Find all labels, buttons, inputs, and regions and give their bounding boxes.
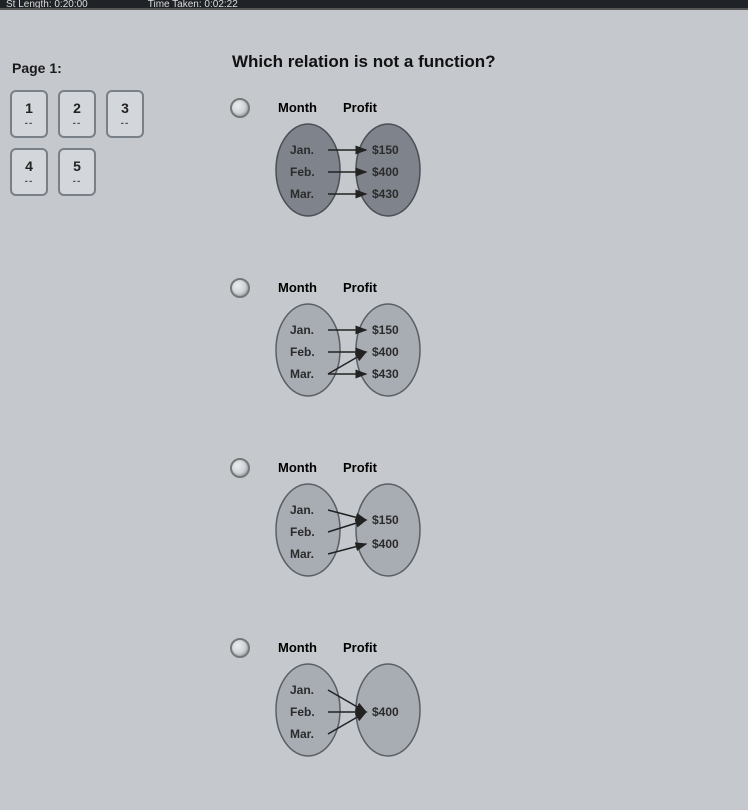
svg-text:$430: $430	[372, 367, 399, 381]
svg-text:$400: $400	[372, 345, 399, 359]
column-headers: Month Profit	[278, 640, 377, 655]
svg-text:Mar.: Mar.	[290, 547, 314, 561]
option-1: Month Profit Jan. Feb. Mar. $150 $400 $430	[230, 90, 650, 230]
svg-text:$400: $400	[372, 165, 399, 179]
mapping-diagram: Jan. Feb. Mar. $150 $400 $430	[274, 122, 434, 222]
svg-text:$400: $400	[372, 537, 399, 551]
status-right: Time Taken: 0:02:22	[148, 0, 238, 10]
page-button-2[interactable]: 2--	[58, 90, 96, 138]
svg-text:$150: $150	[372, 143, 399, 157]
svg-text:Mar.: Mar.	[290, 727, 314, 741]
svg-text:$150: $150	[372, 323, 399, 337]
page-button-4[interactable]: 4--	[10, 148, 48, 196]
question-emph: not	[373, 52, 399, 71]
svg-text:$430: $430	[372, 187, 399, 201]
svg-text:Feb.: Feb.	[290, 165, 315, 179]
page-button-3[interactable]: 3--	[106, 90, 144, 138]
col-profit: Profit	[343, 460, 377, 475]
svg-text:Feb.: Feb.	[290, 525, 315, 539]
column-headers: Month Profit	[278, 280, 377, 295]
svg-text:Feb.: Feb.	[290, 705, 315, 719]
mapping-diagram: Jan. Feb. Mar. $150 $400 $430	[274, 302, 434, 402]
question-suffix: a function?	[399, 52, 495, 71]
svg-text:Jan.: Jan.	[290, 143, 314, 157]
question-prefix: Which relation is	[232, 52, 373, 71]
col-month: Month	[278, 280, 317, 295]
page-nav: 1-- 2-- 3-- 4-- 5--	[10, 90, 144, 196]
option-4: Month Profit Jan. Feb. Mar. $400	[230, 630, 650, 770]
page-button-1[interactable]: 1--	[10, 90, 48, 138]
column-headers: Month Profit	[278, 460, 377, 475]
svg-text:Mar.: Mar.	[290, 187, 314, 201]
svg-text:Jan.: Jan.	[290, 683, 314, 697]
question-text: Which relation is not a function?	[232, 52, 496, 72]
radio-option-1[interactable]	[230, 98, 250, 118]
svg-text:$150: $150	[372, 513, 399, 527]
svg-text:Jan.: Jan.	[290, 503, 314, 517]
col-profit: Profit	[343, 100, 377, 115]
col-profit: Profit	[343, 640, 377, 655]
radio-option-3[interactable]	[230, 458, 250, 478]
mapping-diagram: Jan. Feb. Mar. $150 $400	[274, 482, 434, 582]
radio-option-4[interactable]	[230, 638, 250, 658]
col-month: Month	[278, 640, 317, 655]
svg-text:Mar.: Mar.	[290, 367, 314, 381]
mapping-diagram: Jan. Feb. Mar. $400	[274, 662, 434, 762]
svg-text:Jan.: Jan.	[290, 323, 314, 337]
col-month: Month	[278, 460, 317, 475]
col-month: Month	[278, 100, 317, 115]
option-3: Month Profit Jan. Feb. Mar. $150 $400	[230, 450, 650, 590]
status-left: St Length: 0:20:00	[6, 0, 88, 10]
svg-text:Feb.: Feb.	[290, 345, 315, 359]
col-profit: Profit	[343, 280, 377, 295]
page-button-5[interactable]: 5--	[58, 148, 96, 196]
top-bar: St Length: 0:20:00 Time Taken: 0:02:22	[0, 0, 748, 10]
option-2: Month Profit Jan. Feb. Mar. $150 $400 $430	[230, 270, 650, 410]
page-label: Page 1:	[12, 60, 62, 76]
column-headers: Month Profit	[278, 100, 377, 115]
radio-option-2[interactable]	[230, 278, 250, 298]
svg-text:$400: $400	[372, 705, 399, 719]
options-container: MonthProfitJan.Feb.Mar.$150$400$430Month…	[230, 90, 650, 810]
